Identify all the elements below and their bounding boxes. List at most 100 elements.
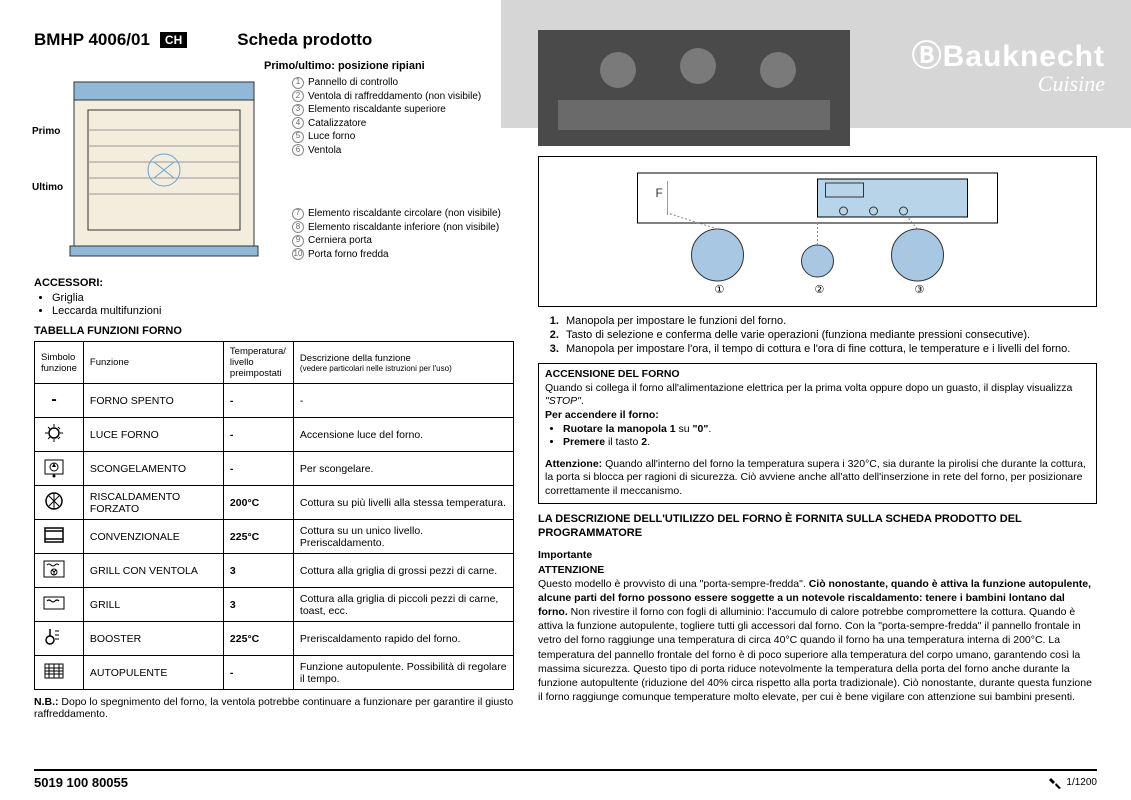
oven-diagram [64,76,284,266]
temp-cell: 3 [223,588,293,622]
temp-cell: - [223,418,293,452]
table-row: LUCE FORNO-Accensione luce del forno. [35,418,514,452]
symbol-cell [35,486,84,520]
desc-cell: Accensione luce del forno. [293,418,513,452]
desc-cell: Cottura su un unico livello. Preriscalda… [293,520,513,554]
svg-text:①: ① [715,284,725,296]
func-cell: FORNO SPENTO [83,384,223,418]
legend-item: 6Ventola [292,144,514,158]
accensione-box: ACCENSIONE DEL FORNO Quando si collega i… [538,363,1097,504]
col-desc: Descrizione della funzione(vedere partic… [293,342,513,384]
lifestyle-photo [538,30,850,146]
func-cell: GRILL CON VENTOLA [83,554,223,588]
model-code: BMHP 4006/01 [34,30,150,50]
knob-item: Manopola per impostare le funzioni del f… [562,315,1097,327]
left-column: BMHP 4006/01 CH Scheda prodotto Primo/ul… [34,30,514,720]
legend-item: 3Elemento riscaldante superiore [292,103,514,117]
tool-icon [1048,776,1062,790]
legend-item: 1Pannello di controllo [292,76,514,90]
footer-code: 5019 100 80055 [34,775,128,790]
table-row: RISCALDAMENTO FORZATO200°CCottura su più… [35,486,514,520]
col-temp: Temperatura/ livello preimpostati [223,342,293,384]
table-row: CONVENZIONALE225°CCottura su un unico li… [35,520,514,554]
func-cell: CONVENZIONALE [83,520,223,554]
func-cell: GRILL [83,588,223,622]
ultimo-label: Ultimo [32,182,63,193]
svg-text:②: ② [815,284,825,296]
ch-badge: CH [160,32,187,48]
func-cell: LUCE FORNO [83,418,223,452]
temp-cell: 225°C [223,622,293,656]
oven-diagram-row: Primo Ultimo [34,76,514,269]
legend-item: 5Luce forno [292,130,514,144]
control-panel-diagram: F ① ② ③ [538,156,1097,307]
temp-cell: 225°C [223,520,293,554]
func-cell: BOOSTER [83,622,223,656]
accessori-head: ACCESSORI: [34,277,514,289]
svg-text:F: F [656,186,663,200]
table-row: BOOSTER225°CPreriscaldamento rapido del … [35,622,514,656]
right-column: F ① ② ③ Manopola per impostare le funzio… [538,30,1097,720]
func-cell: SCONGELAMENTO [83,452,223,486]
symbol-cell [35,520,84,554]
desc-cell: Per scongelare. [293,452,513,486]
desc-cell: Cottura su più livelli alla stessa tempe… [293,486,513,520]
symbol-cell [35,656,84,690]
accensione-sub: Per accendere il forno: [545,409,1090,423]
knob-item: Tasto di selezione e conferma delle vari… [562,329,1097,341]
legend-item: 8Elemento riscaldante inferiore (non vis… [292,221,514,235]
footer-page: 1/1200 [1048,775,1097,790]
symbol-cell [35,554,84,588]
symbol-cell [35,452,84,486]
accessori-list: GrigliaLeccarda multifunzioni [34,292,514,317]
nb-note: N.B.: Dopo lo spegnimento del forno, la … [34,696,514,720]
legend-column: 1Pannello di controllo2Ventola di raffre… [292,76,514,269]
brand-name: Bauknecht [943,40,1105,73]
svg-text:③: ③ [915,284,925,296]
legend-item: 7Elemento riscaldante circolare (non vis… [292,207,514,221]
temp-cell: - [223,656,293,690]
table-row: SCONGELAMENTO-Per scongelare. [35,452,514,486]
legend-item: 9Cerniera porta [292,234,514,248]
temp-cell: 3 [223,554,293,588]
footer: 5019 100 80055 1/1200 [34,769,1097,790]
page-subtitle: Scheda prodotto [237,30,372,50]
title-row: BMHP 4006/01 CH Scheda prodotto [34,30,514,50]
accensione-head: ACCENSIONE DEL FORNO [545,368,1090,382]
temp-cell: - [223,384,293,418]
knob-list: Manopola per impostare le funzioni del f… [538,315,1097,355]
desc-cell: Preriscaldamento rapido del forno. [293,622,513,656]
table-row: GRILL CON VENTOLA3Cottura alla griglia d… [35,554,514,588]
desc-head: LA DESCRIZIONE DELL'UTILIZZO DEL FORNO È… [538,512,1097,541]
table-row: AUTOPULENTE-Funzione autopulente. Possib… [35,656,514,690]
legend-item: 4Catalizzatore [292,117,514,131]
func-cell: AUTOPULENTE [83,656,223,690]
temp-cell: - [223,452,293,486]
accessori-item: Griglia [52,292,514,304]
symbol-cell [35,588,84,622]
temp-cell: 200°C [223,486,293,520]
desc-cell: Cottura alla griglia di grossi pezzi di … [293,554,513,588]
importante-block: Importante ATTENZIONE Questo modello è p… [538,548,1097,704]
func-cell: RISCALDAMENTO FORZATO [83,486,223,520]
legend-item: 10Porta forno fredda [292,248,514,262]
col-symbol: Simbolo funzione [35,342,84,384]
primo-label: Primo [32,126,60,137]
table-row: -FORNO SPENTO-- [35,384,514,418]
primo-ultimo-head: Primo/ultimo: posizione ripiani [264,60,514,72]
symbol-cell [35,418,84,452]
svg-text:-: - [51,391,56,408]
desc-cell: Funzione autopulente. Possibilità di reg… [293,656,513,690]
table-row: GRILL3Cottura alla griglia di piccoli pe… [35,588,514,622]
brand-logo: ⒷBauknecht Cuisine [912,31,1105,97]
functions-table: Simbolo funzione Funzione Temperatura/ l… [34,341,514,690]
col-func: Funzione [83,342,223,384]
symbol-cell [35,622,84,656]
desc-cell: - [293,384,513,418]
knob-item: Manopola per impostare l'ora, il tempo d… [562,343,1097,355]
symbol-cell: - [35,384,84,418]
legend-item: 2Ventola di raffreddamento (non visibile… [292,90,514,104]
tabella-head: TABELLA FUNZIONI FORNO [34,325,514,337]
accessori-item: Leccarda multifunzioni [52,305,514,317]
desc-cell: Cottura alla griglia di piccoli pezzi di… [293,588,513,622]
